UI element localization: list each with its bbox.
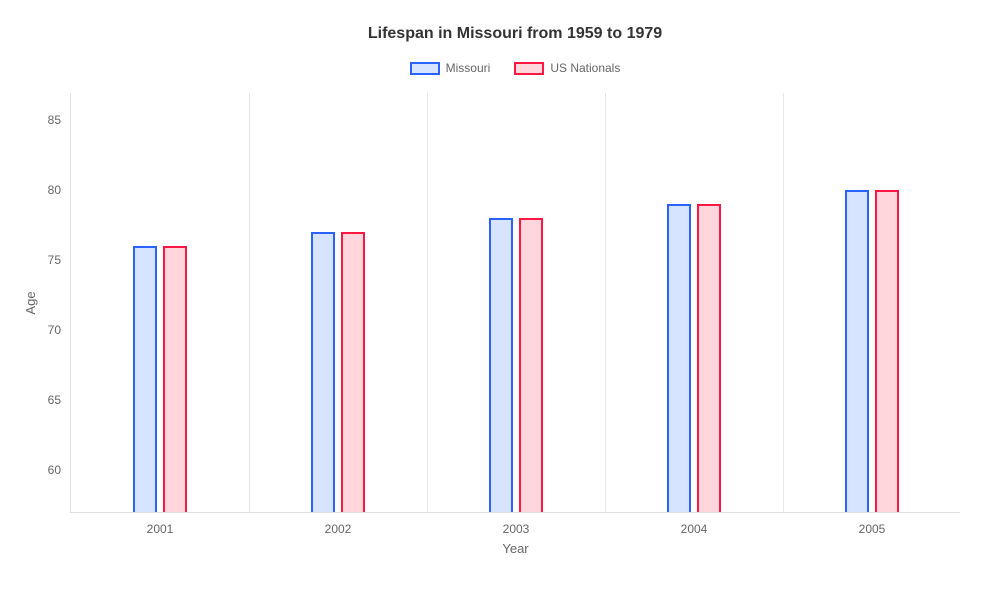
x-tick: 2003: [503, 512, 530, 536]
bar: [133, 246, 157, 512]
plot-area: Age Year 6065707580852001200220032004200…: [70, 93, 960, 513]
x-tick: 2005: [859, 512, 886, 536]
legend: Missouri US Nationals: [70, 61, 960, 75]
legend-label: Missouri: [446, 61, 491, 75]
gridline: [783, 93, 784, 512]
chart-container: Lifespan in Missouri from 1959 to 1979 M…: [0, 0, 1000, 600]
y-tick: 80: [48, 183, 71, 197]
bar: [489, 218, 513, 512]
legend-item-missouri: Missouri: [410, 61, 491, 75]
legend-swatch-missouri: [410, 62, 440, 75]
y-tick: 65: [48, 393, 71, 407]
y-tick: 75: [48, 253, 71, 267]
bar: [519, 218, 543, 512]
gridline: [427, 93, 428, 512]
y-tick: 70: [48, 323, 71, 337]
bar: [875, 190, 899, 512]
x-tick: 2004: [681, 512, 708, 536]
y-axis-label: Age: [23, 291, 38, 314]
legend-item-usnationals: US Nationals: [514, 61, 620, 75]
bar: [163, 246, 187, 512]
bar: [341, 232, 365, 512]
x-axis-label: Year: [502, 541, 528, 556]
bar: [845, 190, 869, 512]
legend-swatch-usnationals: [514, 62, 544, 75]
y-tick: 85: [48, 113, 71, 127]
bar: [311, 232, 335, 512]
y-tick: 60: [48, 463, 71, 477]
x-tick: 2002: [325, 512, 352, 536]
gridline: [605, 93, 606, 512]
bar: [667, 204, 691, 512]
chart-title: Lifespan in Missouri from 1959 to 1979: [70, 25, 960, 43]
legend-label: US Nationals: [550, 61, 620, 75]
bar: [697, 204, 721, 512]
gridline: [249, 93, 250, 512]
x-tick: 2001: [147, 512, 174, 536]
